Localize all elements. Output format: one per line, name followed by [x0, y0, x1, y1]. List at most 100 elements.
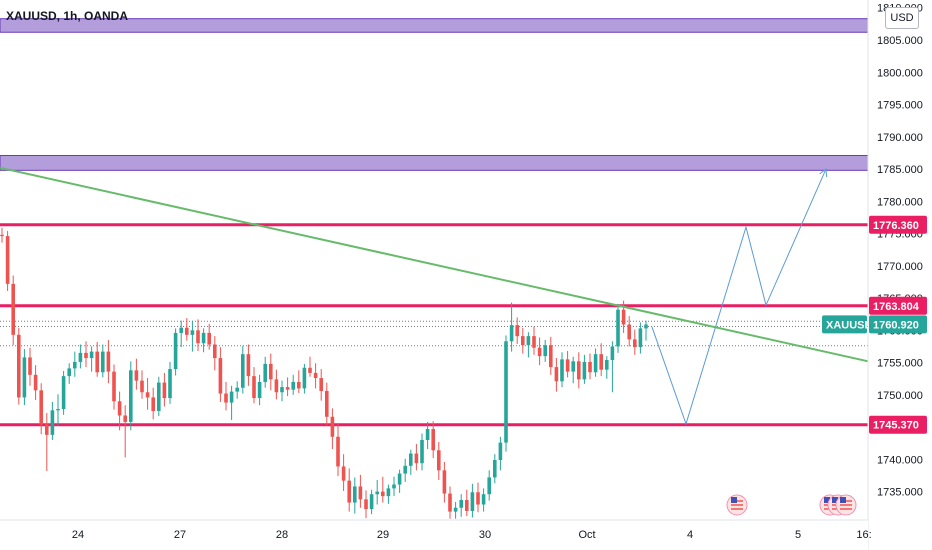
- candle: [577, 361, 581, 380]
- candle: [28, 357, 32, 375]
- candle: [554, 367, 559, 382]
- candle: [347, 480, 351, 503]
- resistance-zones: [0, 18, 869, 171]
- candle: [11, 283, 15, 335]
- candle: [358, 486, 363, 500]
- candle: [22, 357, 27, 398]
- candle: [621, 309, 626, 325]
- candle: [17, 334, 21, 398]
- horizontal-levels: [0, 223, 868, 427]
- candle: [308, 367, 312, 373]
- candle: [229, 391, 234, 403]
- candle: [196, 330, 200, 344]
- candle: [616, 309, 620, 347]
- time-axis-bg: [0, 520, 868, 550]
- candle: [190, 330, 195, 335]
- candle: [78, 352, 83, 362]
- candle: [521, 336, 525, 346]
- candle: [201, 332, 206, 344]
- candle: [5, 236, 10, 284]
- candle: [313, 372, 318, 379]
- candle: [375, 491, 379, 495]
- candle: [39, 390, 43, 425]
- candle: [560, 359, 564, 382]
- level-price-tag: [869, 296, 927, 315]
- zone-0: [0, 18, 869, 33]
- candle: [537, 347, 542, 357]
- level-price-tag: [869, 415, 927, 434]
- candle: [101, 351, 105, 373]
- candle: [504, 341, 508, 443]
- candle: [588, 361, 592, 373]
- time-tick-label: 16:: [856, 529, 871, 541]
- time-tick-label: 30: [479, 529, 491, 541]
- candle: [515, 325, 519, 337]
- candle: [84, 352, 88, 359]
- us-flag-icon: [726, 494, 748, 516]
- candle: [246, 354, 251, 377]
- price-tick-label: 1755.000: [877, 358, 923, 370]
- time-tick-label: 27: [174, 529, 186, 541]
- candle: [341, 466, 346, 481]
- projection-arrow-path: [651, 168, 828, 426]
- price-tick-label: 1800.000: [877, 67, 923, 79]
- candle: [448, 493, 452, 512]
- candle: [319, 378, 323, 391]
- candle: [386, 488, 391, 497]
- symbol-title: XAUUSD, 1h, OANDA: [6, 9, 129, 23]
- candle: [336, 436, 340, 467]
- time-tick-label: 28: [276, 529, 288, 541]
- time-tick-label: 4: [687, 529, 693, 541]
- candle: [173, 332, 178, 370]
- time-tick-label: 29: [377, 529, 389, 541]
- candle: [129, 370, 133, 422]
- economic-events: [726, 494, 857, 516]
- candle: [280, 387, 284, 393]
- candle: [145, 392, 150, 398]
- candle: [571, 361, 575, 372]
- candle: [257, 381, 262, 399]
- level-price-tag: [869, 215, 927, 234]
- price-tick-label: 1790.000: [877, 132, 923, 144]
- trendline: [0, 166, 869, 363]
- candle: [392, 484, 396, 489]
- candle: [0, 234, 4, 237]
- candle: [263, 363, 267, 382]
- candle: [493, 460, 497, 478]
- price-tick-label: 1770.000: [877, 261, 923, 273]
- projection-arrowhead: [819, 168, 828, 178]
- candle: [487, 477, 491, 495]
- price-axis[interactable]: 1735.0001740.0001745.0001750.0001755.000…: [822, 0, 932, 550]
- level-price-label: 1776.360: [873, 220, 919, 232]
- candle: [582, 361, 587, 380]
- candle: [112, 371, 116, 402]
- time-axis[interactable]: 24 27 28 29 30 Oct 4 5 16:: [0, 519, 872, 550]
- candle: [106, 351, 111, 372]
- candle: [56, 409, 60, 411]
- candle: [543, 345, 547, 357]
- candle: [325, 390, 329, 417]
- candle: [140, 380, 144, 393]
- candle: [297, 381, 301, 389]
- candle: [134, 370, 139, 381]
- candle: [397, 473, 402, 485]
- candle: [291, 381, 295, 390]
- candle: [442, 470, 447, 494]
- candle: [353, 486, 357, 503]
- candle: [453, 507, 458, 512]
- current-price-tag: [869, 315, 927, 334]
- candle: [509, 325, 514, 342]
- price-tick-label: 1735.000: [877, 487, 923, 499]
- time-tick-label: 5: [795, 529, 801, 541]
- currency-badge[interactable]: USD: [885, 7, 919, 29]
- candle: [409, 453, 413, 466]
- candle: [633, 339, 637, 348]
- trendline-line: [0, 166, 869, 363]
- candle: [185, 327, 189, 335]
- candle: [123, 415, 127, 422]
- candle: [459, 500, 463, 508]
- candle: [330, 416, 335, 437]
- candle: [218, 358, 223, 394]
- candle: [89, 351, 94, 359]
